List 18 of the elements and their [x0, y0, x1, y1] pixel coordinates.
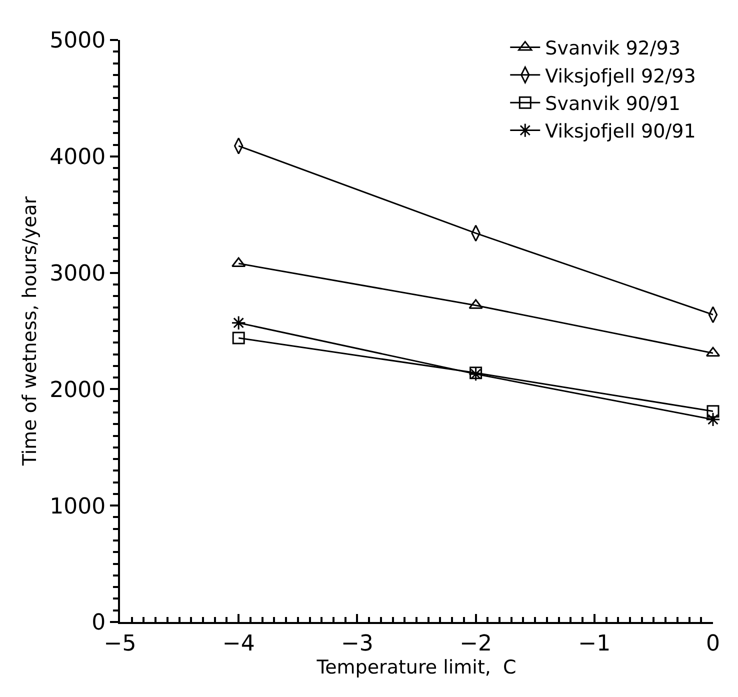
y-tick-label: 4000 — [50, 145, 106, 170]
legend-label: Svanvik 90/91 — [545, 93, 680, 116]
x-tick-label: −1 — [578, 631, 611, 656]
legend-label: Svanvik 92/93 — [545, 38, 680, 60]
y-tick-label: 3000 — [50, 262, 106, 286]
y-tick-label: 0 — [92, 610, 106, 636]
x-axis-title: Temperature limit, C — [316, 656, 516, 678]
x-tick-label: −5 — [104, 631, 136, 656]
y-tick-label: 2000 — [50, 378, 106, 403]
y-tick-label: 1000 — [50, 494, 106, 520]
y-tick-label: 5000 — [50, 28, 106, 54]
x-tick-label: −3 — [340, 631, 374, 656]
x-tick-label: 0 — [706, 631, 720, 656]
legend-label: Viksjofjell 90/91 — [545, 120, 696, 143]
legend-label: Viksjofjell 92/93 — [545, 65, 696, 88]
x-tick-label: −4 — [222, 631, 255, 656]
x-tick-label: −2 — [460, 631, 492, 656]
y-axis-title: Time of wetness, hours/year — [18, 196, 41, 467]
